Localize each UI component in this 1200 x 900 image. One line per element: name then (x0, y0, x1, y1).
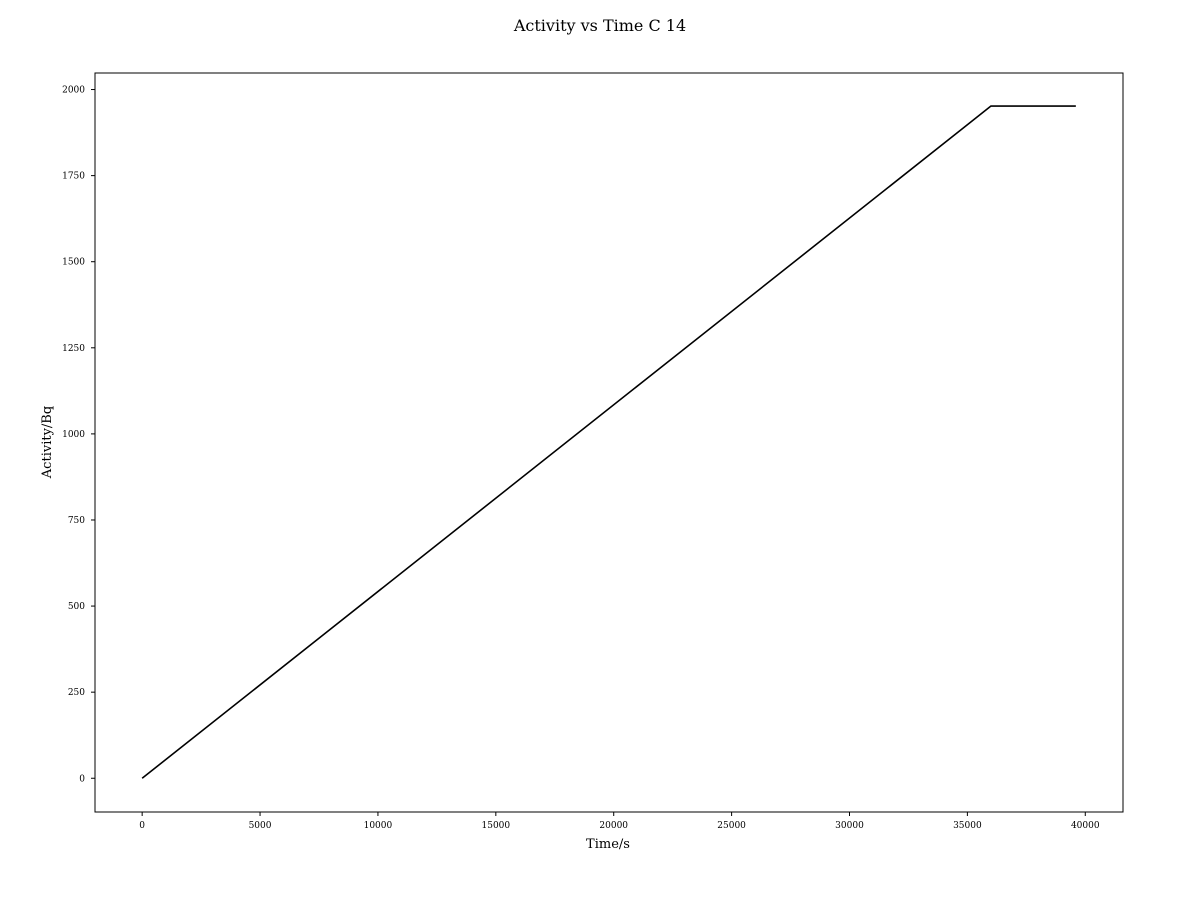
x-tick-label: 35000 (953, 821, 982, 831)
y-tick-label: 1250 (62, 344, 85, 354)
series-layer (141, 105, 1076, 779)
x-tick-label: 25000 (717, 821, 746, 831)
x-tick-label: 5000 (249, 821, 272, 831)
y-tick-label: 2000 (62, 86, 85, 96)
x-tick-label: 20000 (599, 821, 628, 831)
y-tick-label: 1500 (62, 258, 85, 268)
y-tick-label: 0 (79, 774, 85, 784)
y-tick-label: 500 (68, 602, 85, 612)
chart-title: Activity vs Time C 14 (513, 16, 686, 35)
x-tick-label: 15000 (482, 821, 511, 831)
x-axis-label: Time/s (586, 837, 630, 852)
x-tick-label: 40000 (1071, 821, 1100, 831)
y-tick-label: 750 (68, 516, 85, 526)
activity-series-line (141, 105, 1076, 779)
x-tick-label: 0 (139, 821, 145, 831)
ticks-layer: 0 5000 10000 15000 20000 25000 30000 35000 40000… (62, 86, 1100, 831)
y-axis-label: Activity/Bq (40, 406, 55, 479)
y-tick-label: 1000 (62, 430, 85, 440)
plot-frame (94, 72, 1124, 813)
y-tick-label: 1750 (62, 172, 85, 182)
x-tick-label: 30000 (835, 821, 864, 831)
y-tick-label: 250 (68, 688, 85, 698)
x-tick-label: 10000 (364, 821, 393, 831)
